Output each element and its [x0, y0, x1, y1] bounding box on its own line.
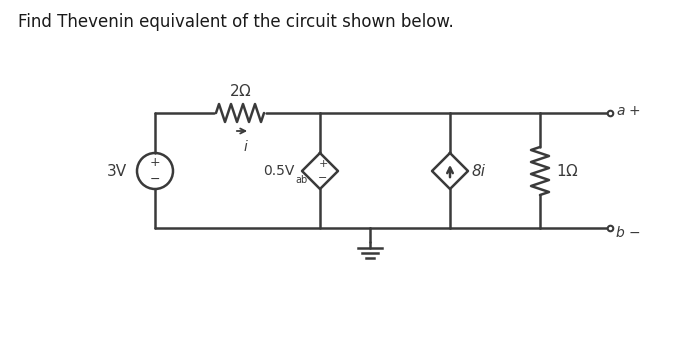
Text: 8i: 8i — [472, 164, 486, 178]
Text: a: a — [616, 104, 624, 118]
Text: 2$\Omega$: 2$\Omega$ — [229, 83, 251, 99]
Text: +: + — [629, 104, 641, 118]
Text: −: − — [318, 173, 328, 183]
Text: +: + — [150, 156, 160, 169]
Text: +: + — [318, 159, 328, 169]
Text: Find Thevenin equivalent of the circuit shown below.: Find Thevenin equivalent of the circuit … — [18, 13, 454, 31]
Text: 1$\Omega$: 1$\Omega$ — [556, 163, 579, 179]
Text: b: b — [616, 226, 624, 240]
Text: i: i — [243, 140, 247, 154]
Text: −: − — [629, 226, 641, 240]
Text: −: − — [150, 173, 160, 186]
Text: ab: ab — [295, 175, 307, 185]
Text: 0.5V: 0.5V — [262, 164, 294, 178]
Text: 3V: 3V — [107, 164, 127, 178]
